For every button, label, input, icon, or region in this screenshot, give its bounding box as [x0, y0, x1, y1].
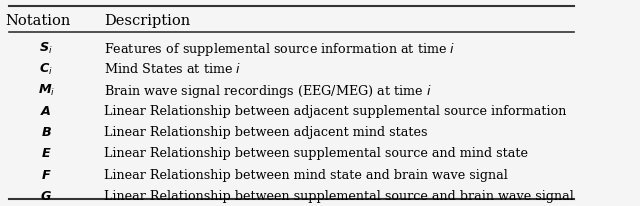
Text: Linear Relationship between mind state and brain wave signal: Linear Relationship between mind state a…	[104, 169, 508, 182]
Text: $\boldsymbol{S}_i$: $\boldsymbol{S}_i$	[39, 41, 53, 56]
Text: Features of supplemental source information at time $i$: Features of supplemental source informat…	[104, 41, 455, 58]
Text: Linear Relationship between supplemental source and mind state: Linear Relationship between supplemental…	[104, 147, 528, 160]
Text: $\boldsymbol{G}$: $\boldsymbol{G}$	[40, 190, 52, 203]
Text: Linear Relationship between adjacent mind states: Linear Relationship between adjacent min…	[104, 126, 428, 139]
Text: Brain wave signal recordings (EEG/MEG) at time $i$: Brain wave signal recordings (EEG/MEG) a…	[104, 83, 432, 100]
Text: Mind States at time $i$: Mind States at time $i$	[104, 62, 241, 76]
Text: $\boldsymbol{C}_i$: $\boldsymbol{C}_i$	[39, 62, 53, 77]
Text: $\boldsymbol{E}$: $\boldsymbol{E}$	[41, 147, 51, 160]
Text: Description: Description	[104, 14, 190, 28]
Text: Linear Relationship between adjacent supplemental source information: Linear Relationship between adjacent sup…	[104, 105, 566, 118]
Text: Notation: Notation	[5, 14, 70, 28]
Text: $\boldsymbol{F}$: $\boldsymbol{F}$	[41, 169, 51, 182]
Text: Linear Relationship between supplemental source and brain wave signal: Linear Relationship between supplemental…	[104, 190, 573, 203]
Text: $\boldsymbol{B}$: $\boldsymbol{B}$	[41, 126, 52, 139]
Text: $\boldsymbol{M}_i$: $\boldsymbol{M}_i$	[38, 83, 55, 98]
Text: $\boldsymbol{A}$: $\boldsymbol{A}$	[40, 105, 52, 118]
